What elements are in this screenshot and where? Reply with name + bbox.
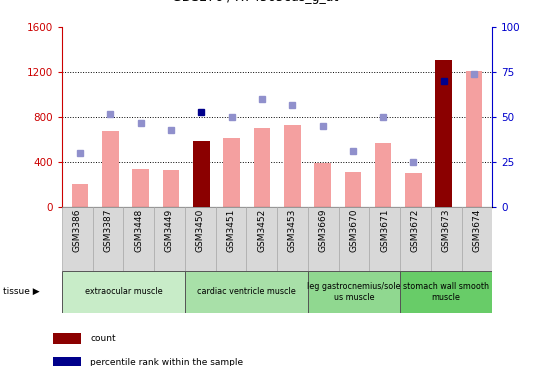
Bar — [223, 138, 240, 207]
Text: extraocular muscle: extraocular muscle — [84, 287, 162, 296]
Bar — [308, 207, 338, 271]
Text: GSM3669: GSM3669 — [318, 209, 328, 252]
Bar — [405, 173, 422, 207]
Bar — [123, 207, 154, 271]
Bar — [162, 170, 179, 207]
Bar — [193, 141, 210, 207]
Bar — [93, 207, 123, 271]
Bar — [277, 207, 308, 271]
Bar — [72, 184, 88, 207]
Text: count: count — [90, 334, 116, 343]
Text: percentile rank within the sample: percentile rank within the sample — [90, 358, 244, 366]
Text: GSM3448: GSM3448 — [134, 209, 143, 252]
Bar — [435, 60, 452, 207]
Text: GSM3674: GSM3674 — [472, 209, 482, 252]
Bar — [53, 333, 81, 344]
Bar — [369, 207, 400, 271]
Bar — [185, 207, 216, 271]
Text: GSM3453: GSM3453 — [288, 209, 297, 252]
Text: GSM3449: GSM3449 — [165, 209, 174, 252]
Bar — [185, 271, 308, 313]
Bar — [246, 207, 277, 271]
Text: cardiac ventricle muscle: cardiac ventricle muscle — [197, 287, 296, 296]
Bar — [308, 271, 400, 313]
Bar — [466, 71, 483, 207]
Bar — [216, 207, 246, 271]
Bar — [284, 125, 301, 207]
Bar — [253, 128, 270, 207]
Bar — [400, 271, 492, 313]
Text: leg gastrocnemius/sole
us muscle: leg gastrocnemius/sole us muscle — [307, 282, 401, 302]
Bar — [102, 131, 119, 207]
Bar — [462, 207, 492, 271]
Text: GSM3670: GSM3670 — [349, 209, 358, 252]
Bar — [400, 207, 431, 271]
Text: GSM3672: GSM3672 — [411, 209, 420, 252]
Bar — [344, 172, 361, 207]
Text: stomach wall smooth
muscle: stomach wall smooth muscle — [403, 282, 489, 302]
Text: GSM3673: GSM3673 — [442, 209, 451, 252]
Text: GSM3671: GSM3671 — [380, 209, 389, 252]
Text: GDS276 / X74565cds_g_at: GDS276 / X74565cds_g_at — [172, 0, 339, 4]
Bar — [314, 163, 331, 207]
Text: GSM3451: GSM3451 — [226, 209, 236, 252]
Bar — [132, 169, 149, 207]
Text: GSM3450: GSM3450 — [196, 209, 205, 252]
Bar — [53, 357, 81, 366]
Bar — [154, 207, 185, 271]
Bar — [338, 207, 369, 271]
Text: GSM3452: GSM3452 — [257, 209, 266, 252]
Bar — [431, 207, 462, 271]
Text: GSM3386: GSM3386 — [73, 209, 82, 252]
Bar — [62, 271, 185, 313]
Bar — [62, 207, 93, 271]
Bar — [375, 143, 392, 207]
Text: GSM3387: GSM3387 — [103, 209, 112, 252]
Text: tissue ▶: tissue ▶ — [3, 287, 39, 296]
